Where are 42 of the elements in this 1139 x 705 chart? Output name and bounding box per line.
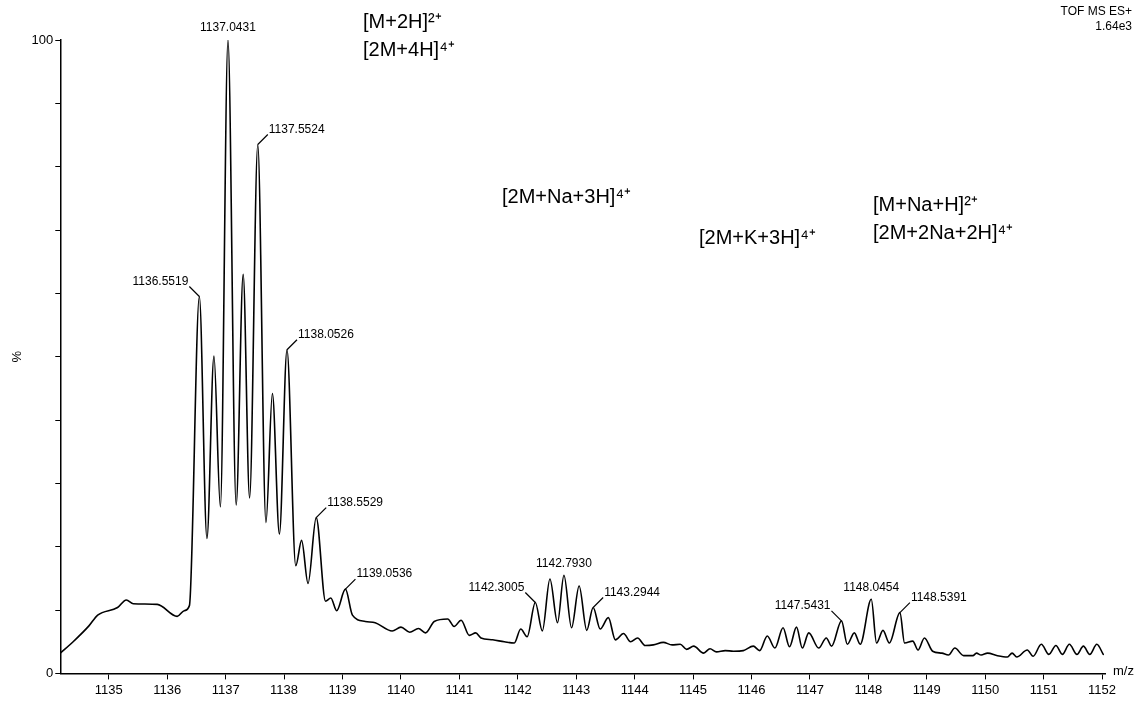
y-axis-title: % xyxy=(9,350,25,363)
x-tick-label: 1145 xyxy=(679,681,708,697)
annotation: 1138.5529 xyxy=(327,494,384,509)
x-tick-label: 1152 xyxy=(1088,681,1117,697)
y-tick-label: 100 xyxy=(31,31,54,47)
annotation: 1137.5524 xyxy=(268,121,325,136)
x-tick-label: 1148 xyxy=(854,681,883,697)
x-tick-label: 1139 xyxy=(328,681,357,697)
annotation: [M+Na+H]²⁺ xyxy=(873,192,978,215)
annotation: [2M+2Na+2H]⁴⁺ xyxy=(873,220,1014,243)
text: [M+2H]²⁺ xyxy=(363,9,442,32)
x-tick-label: 1137 xyxy=(211,681,240,697)
annotation: [2M+4H]⁴⁺ xyxy=(363,37,455,60)
x-tick-label: 1146 xyxy=(737,681,766,697)
annotation: 1148.5391 xyxy=(910,589,968,604)
annotation: 1137.0431 xyxy=(200,20,257,35)
annotation: 1143.2944 xyxy=(604,584,661,599)
annotation: 1148.0454 xyxy=(843,579,900,594)
x-axis-title: m/z xyxy=(1113,662,1134,678)
x-tick-label: 1136 xyxy=(153,681,182,697)
x-tick-label: 1147 xyxy=(795,681,824,697)
x-tick-label: 1151 xyxy=(1029,681,1058,697)
x-tick-label: 1150 xyxy=(971,681,1000,697)
annotation: [2M+Na+3H]⁴⁺ xyxy=(502,184,631,207)
annotation: 1142.7930 xyxy=(536,555,593,570)
x-tick-label: 1142 xyxy=(503,681,532,697)
text: TOF MS ES+ xyxy=(1060,4,1132,19)
text: 1.64e3 xyxy=(1095,19,1133,34)
annotation: 1139.0536 xyxy=(356,566,413,581)
annotation: 1147.5431 xyxy=(774,598,831,613)
y-tick-label: 0 xyxy=(46,664,54,680)
annotation: 1138.0526 xyxy=(297,327,355,342)
annotation: [2M+K+3H]⁴⁺ xyxy=(699,225,816,248)
x-tick-label: 1144 xyxy=(620,681,649,697)
x-tick-label: 1138 xyxy=(270,681,299,697)
x-tick-label: 1149 xyxy=(912,681,941,697)
annotation: 1142.3005 xyxy=(468,579,525,594)
x-tick-label: 1135 xyxy=(94,681,123,697)
x-tick-label: 1140 xyxy=(386,681,415,697)
x-tick-label: 1141 xyxy=(445,681,474,697)
x-tick-label: 1143 xyxy=(562,681,591,697)
annotation: 1136.5519 xyxy=(132,273,189,288)
